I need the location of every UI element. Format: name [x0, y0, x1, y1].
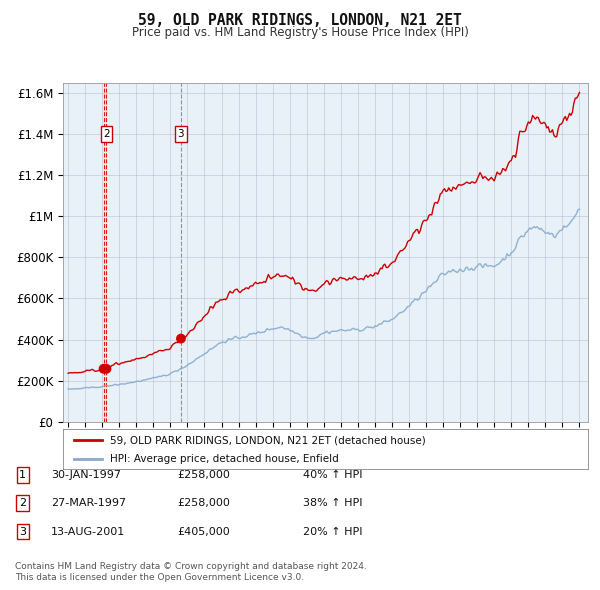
Text: 30-JAN-1997: 30-JAN-1997 — [51, 470, 121, 480]
Point — [176, 334, 186, 343]
Text: 59, OLD PARK RIDINGS, LONDON, N21 2ET (detached house): 59, OLD PARK RIDINGS, LONDON, N21 2ET (d… — [110, 435, 426, 445]
Text: Price paid vs. HM Land Registry's House Price Index (HPI): Price paid vs. HM Land Registry's House … — [131, 26, 469, 39]
Text: HPI: Average price, detached house, Enfield: HPI: Average price, detached house, Enfi… — [110, 454, 339, 464]
Text: £258,000: £258,000 — [177, 470, 230, 480]
Text: 40% ↑ HPI: 40% ↑ HPI — [303, 470, 362, 480]
Text: 59, OLD PARK RIDINGS, LONDON, N21 2ET: 59, OLD PARK RIDINGS, LONDON, N21 2ET — [138, 13, 462, 28]
Text: 3: 3 — [178, 129, 184, 139]
Text: 1: 1 — [19, 470, 26, 480]
Text: 13-AUG-2001: 13-AUG-2001 — [51, 527, 125, 536]
Text: 38% ↑ HPI: 38% ↑ HPI — [303, 499, 362, 508]
Text: Contains HM Land Registry data © Crown copyright and database right 2024.
This d: Contains HM Land Registry data © Crown c… — [15, 562, 367, 582]
Point — [99, 364, 109, 373]
Text: 2: 2 — [103, 129, 110, 139]
Text: 27-MAR-1997: 27-MAR-1997 — [51, 499, 126, 508]
Text: 3: 3 — [19, 527, 26, 536]
Text: £405,000: £405,000 — [177, 527, 230, 536]
Text: £258,000: £258,000 — [177, 499, 230, 508]
Text: 20% ↑ HPI: 20% ↑ HPI — [303, 527, 362, 536]
Point — [101, 364, 111, 373]
Text: 2: 2 — [19, 499, 26, 508]
